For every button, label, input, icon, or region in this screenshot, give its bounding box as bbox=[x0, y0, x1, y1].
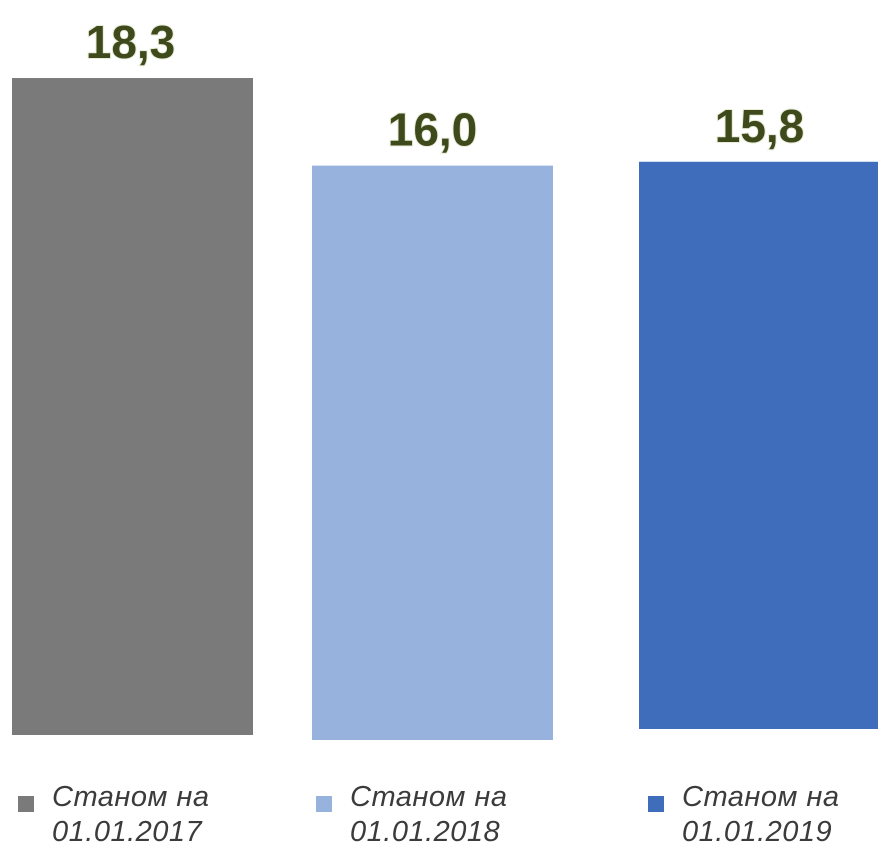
legend-swatch-2018 bbox=[316, 796, 332, 812]
bars-group bbox=[12, 78, 878, 741]
legend-item-2019: Станом на 01.01.2019 bbox=[648, 780, 840, 850]
legend-line2-2018: 01.01.2018 bbox=[350, 816, 501, 848]
legend-swatch-2017 bbox=[18, 796, 34, 812]
legend-swatch-2019 bbox=[648, 796, 664, 812]
data-label-2019: 15,8 bbox=[715, 100, 805, 152]
data-label-2018: 16,0 bbox=[388, 104, 478, 156]
legend-label-2019: Станом на 01.01.2019 bbox=[682, 780, 840, 850]
legend-line1-2017: Станом на bbox=[52, 781, 210, 813]
legend-line2-2017: 01.01.2017 bbox=[52, 816, 203, 848]
bar-2017 bbox=[12, 78, 253, 735]
bar-2018 bbox=[312, 165, 553, 741]
legend-line1-2019: Станом на bbox=[682, 781, 840, 813]
bar-2019 bbox=[639, 161, 878, 729]
legend-label-2017: Станом на 01.01.2017 bbox=[52, 780, 210, 850]
data-label-2017: 18,3 bbox=[86, 16, 176, 68]
legend-line2-2019: 01.01.2019 bbox=[682, 816, 833, 848]
legend-line1-2018: Станом на bbox=[350, 781, 508, 813]
data-labels-group: 18,3 16,0 15,8 bbox=[85, 15, 806, 157]
legend: Станом на 01.01.2017 Станом на 01.01.201… bbox=[0, 780, 878, 852]
legend-item-2018: Станом на 01.01.2018 bbox=[316, 780, 508, 850]
legend-item-2017: Станом на 01.01.2017 bbox=[18, 780, 210, 850]
chart-plot-area: 18,3 16,0 15,8 bbox=[12, 15, 878, 741]
legend-label-2018: Станом на 01.01.2018 bbox=[350, 780, 508, 850]
